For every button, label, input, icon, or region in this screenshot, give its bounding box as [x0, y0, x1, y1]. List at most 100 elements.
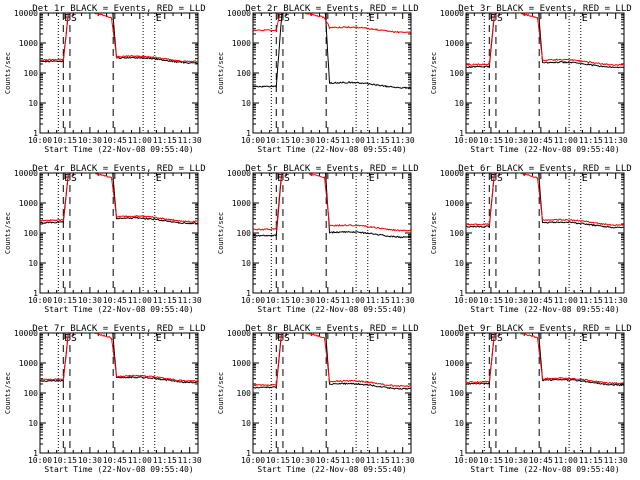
y-tick-label: 100: [237, 69, 252, 78]
y-tick-label: 1000: [232, 359, 251, 368]
x-tick-label: 10:00: [454, 296, 478, 305]
event-marker-label: E: [582, 333, 588, 344]
chart-title: Det 8r BLACK = Events, RED = LLD: [245, 324, 418, 334]
x-axis-label: Start Time (22-Nov-08 09:55:40): [44, 465, 193, 474]
y-axis-label: Counts/sec: [4, 372, 12, 414]
y-tick-label: 10000: [440, 169, 464, 178]
chart-panel: Det 2r BLACK = Events, RED = LLD 1 10 100 10…: [217, 4, 419, 154]
x-tick-label: 11:30: [604, 296, 628, 305]
lld-series-line: [466, 333, 624, 385]
y-tick-label: 100: [450, 389, 465, 398]
x-tick-label: 11:00: [341, 456, 365, 465]
x-tick-label: 11:15: [366, 296, 390, 305]
chart-panel: Det 9r BLACK = Events, RED = LLD 1 10 100 10…: [430, 324, 632, 474]
event-marker-label: S: [497, 333, 503, 344]
x-tick-label: 10:15: [53, 136, 77, 145]
x-tick-label: 11:00: [554, 136, 578, 145]
x-tick-label: 10:30: [78, 136, 102, 145]
y-tick-label: 1000: [445, 359, 464, 368]
x-tick-label: 10:00: [241, 136, 265, 145]
chart-panel: Det 7r BLACK = Events, RED = LLD 1 10 100 10…: [4, 324, 206, 474]
lld-series-line: [40, 13, 198, 63]
event-marker-label: E: [64, 173, 70, 184]
chart-panel: Det 3r BLACK = Events, RED = LLD 1 10 100 10…: [430, 4, 632, 154]
y-tick-label: 100: [450, 69, 465, 78]
x-tick-label: 11:00: [128, 136, 152, 145]
x-tick-label: 10:00: [454, 456, 478, 465]
x-tick-label: 10:00: [28, 456, 52, 465]
y-tick-label: 1: [33, 289, 38, 298]
event-marker-label: E: [582, 173, 588, 184]
x-tick-label: 10:15: [266, 296, 290, 305]
event-marker-label: E: [277, 13, 283, 24]
event-marker-label: E: [369, 333, 375, 344]
y-tick-label: 1000: [19, 359, 38, 368]
y-tick-label: 1: [459, 449, 464, 458]
x-axis-label: Start Time (22-Nov-08 09:55:40): [470, 145, 619, 154]
y-tick-label: 100: [450, 229, 465, 238]
lld-series-line: [40, 333, 198, 383]
y-axis-label: Counts/sec: [217, 52, 225, 94]
event-marker-label: S: [284, 13, 290, 24]
y-tick-label: 1000: [19, 199, 38, 208]
x-tick-label: 10:30: [504, 296, 528, 305]
y-tick-label: 1000: [232, 199, 251, 208]
x-tick-label: 10:30: [504, 456, 528, 465]
y-tick-label: 1: [246, 289, 251, 298]
y-tick-label: 1000: [232, 39, 251, 48]
y-tick-label: 10000: [440, 329, 464, 338]
event-marker-label: S: [71, 333, 77, 344]
y-tick-label: 10000: [227, 169, 251, 178]
y-tick-label: 100: [24, 389, 39, 398]
event-marker-label: E: [369, 173, 375, 184]
chart-title: Det 7r BLACK = Events, RED = LLD: [32, 324, 205, 334]
y-axis-label: Counts/sec: [4, 52, 12, 94]
lld-series-line: [466, 13, 624, 67]
event-marker-label: E: [156, 13, 162, 24]
x-tick-label: 10:30: [291, 456, 315, 465]
y-tick-label: 10: [28, 99, 38, 108]
chart-title: Det 5r BLACK = Events, RED = LLD: [245, 164, 418, 174]
event-marker-label: E: [369, 13, 375, 24]
y-tick-label: 10: [28, 419, 38, 428]
lld-series-line: [466, 173, 624, 227]
x-tick-label: 10:15: [479, 296, 503, 305]
x-tick-label: 10:30: [78, 296, 102, 305]
y-axis-label: Counts/sec: [430, 52, 438, 94]
event-marker-label: E: [490, 173, 496, 184]
x-tick-label: 11:15: [579, 456, 603, 465]
x-tick-label: 10:15: [479, 136, 503, 145]
y-axis-label: Counts/sec: [4, 212, 12, 254]
y-tick-label: 10: [454, 259, 464, 268]
y-axis-label: Counts/sec: [430, 372, 438, 414]
y-tick-label: 1: [246, 449, 251, 458]
x-tick-label: 11:15: [579, 136, 603, 145]
x-tick-label: 10:15: [479, 456, 503, 465]
y-tick-label: 10: [28, 259, 38, 268]
x-tick-label: 11:30: [391, 456, 415, 465]
chart-title: Det 2r BLACK = Events, RED = LLD: [245, 4, 418, 14]
y-tick-label: 10000: [440, 9, 464, 18]
y-tick-label: 1: [33, 449, 38, 458]
x-tick-label: 10:00: [28, 296, 52, 305]
x-tick-label: 10:45: [529, 456, 553, 465]
y-axis-label: Counts/sec: [430, 212, 438, 254]
event-marker-label: S: [497, 13, 503, 24]
x-tick-label: 11:00: [341, 136, 365, 145]
x-tick-label: 11:30: [178, 136, 202, 145]
x-tick-label: 10:45: [316, 456, 340, 465]
y-tick-label: 1000: [445, 199, 464, 208]
y-tick-label: 10000: [14, 329, 38, 338]
chart-title: Det 3r BLACK = Events, RED = LLD: [458, 4, 631, 14]
chart-panel: Det 1r BLACK = Events, RED = LLD 1 10 100 10…: [4, 4, 206, 154]
y-tick-label: 1000: [445, 39, 464, 48]
event-marker-label: E: [277, 333, 283, 344]
x-tick-label: 10:15: [266, 136, 290, 145]
x-axis-label: Start Time (22-Nov-08 09:55:40): [257, 145, 406, 154]
x-tick-label: 11:00: [128, 456, 152, 465]
lld-series-line: [253, 13, 411, 34]
x-tick-label: 11:30: [604, 456, 628, 465]
x-tick-label: 10:15: [266, 456, 290, 465]
x-axis-label: Start Time (22-Nov-08 09:55:40): [470, 305, 619, 314]
